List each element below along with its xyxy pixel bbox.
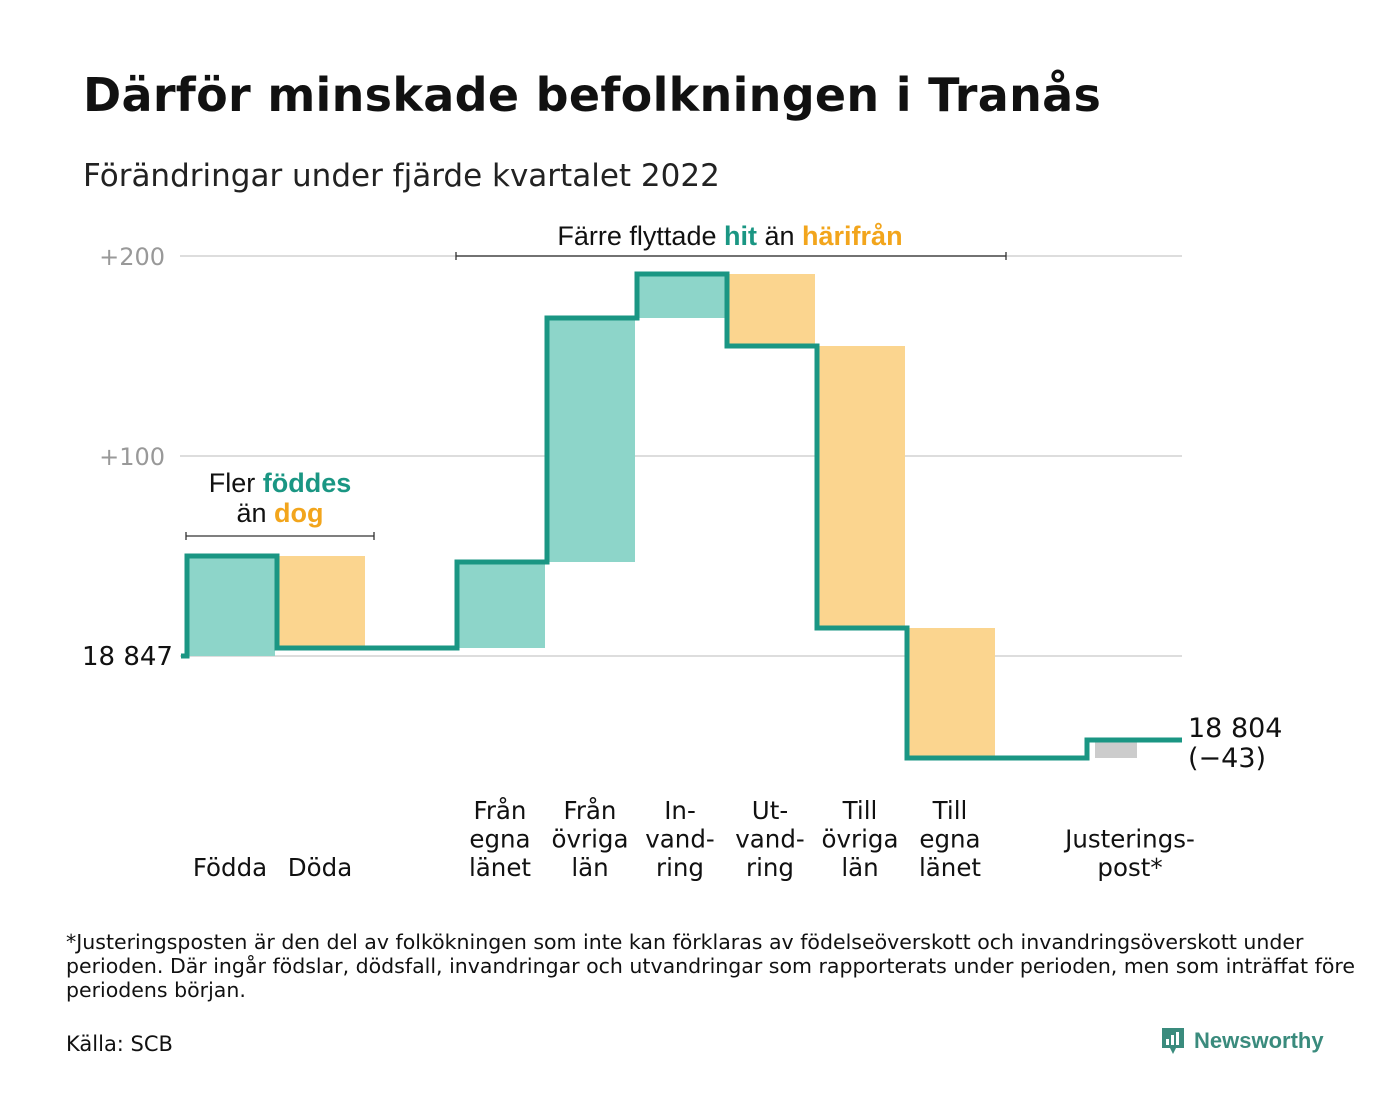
source-label: Källa: SCB	[66, 1032, 173, 1056]
annotation-span: dog	[274, 498, 323, 528]
bar	[1095, 740, 1137, 758]
annotation-births-line2: än dog	[236, 498, 323, 528]
chart-title: Därför minskade befolkningen i Tranås	[83, 68, 1102, 122]
category-label: vand-	[645, 825, 714, 854]
category-label: ring	[746, 853, 794, 882]
brand: Newsworthy	[1160, 1026, 1324, 1056]
bar	[277, 556, 365, 648]
category-label: post*	[1097, 853, 1162, 882]
newsworthy-logo-icon	[1162, 1028, 1184, 1054]
category-label: länet	[919, 853, 981, 882]
chart-subtitle: Förändringar under fjärde kvartalet 2022	[83, 158, 720, 194]
annotation-span: än	[236, 498, 274, 528]
bar	[187, 556, 275, 656]
annotation-span: föddes	[263, 468, 352, 498]
annotation-span: hit	[724, 221, 757, 251]
category-label: län	[841, 853, 878, 882]
category-label: Från	[564, 796, 617, 825]
bar	[907, 628, 995, 758]
category-label: ring	[656, 853, 704, 882]
brand-name: Newsworthy	[1194, 1028, 1324, 1053]
category-label: Justerings-	[1063, 825, 1195, 854]
annotation-migration: Färre flyttade hit än härifrån	[557, 221, 902, 251]
end-value-label: 18 804	[1188, 713, 1282, 744]
category-label: län	[571, 853, 608, 882]
y-tick-label: +100	[99, 443, 165, 471]
category-label: Till	[932, 796, 968, 825]
footnote: *Justeringsposten är den del av folkökni…	[66, 930, 1355, 1002]
category-label: Döda	[288, 853, 352, 882]
category-label: egna	[469, 825, 530, 854]
category-label: övriga	[822, 825, 899, 854]
bar	[817, 346, 905, 628]
annotation-span: än	[757, 221, 802, 251]
category-label: Ut-	[752, 796, 788, 825]
y-tick-label: +200	[99, 243, 165, 271]
annotation-span: Färre flyttade	[557, 221, 724, 251]
category-label: egna	[919, 825, 980, 854]
annotation-span: Fler	[209, 468, 263, 498]
category-label: länet	[469, 853, 531, 882]
category-label: Födda	[193, 853, 267, 882]
annotation-span: härifrån	[802, 221, 903, 251]
start-value-label: 18 847	[82, 642, 173, 672]
bar	[637, 274, 725, 318]
category-label: Från	[474, 796, 527, 825]
annotation-births-line1: Fler föddes	[209, 468, 352, 498]
category-label: vand-	[735, 825, 804, 854]
cumulative-step-line	[181, 271, 1182, 761]
category-label: Till	[842, 796, 878, 825]
bar	[457, 562, 545, 648]
bar	[727, 274, 815, 346]
bar	[547, 318, 635, 562]
category-label: In-	[664, 796, 696, 825]
end-change-label: (−43)	[1188, 743, 1266, 774]
category-label: övriga	[552, 825, 629, 854]
